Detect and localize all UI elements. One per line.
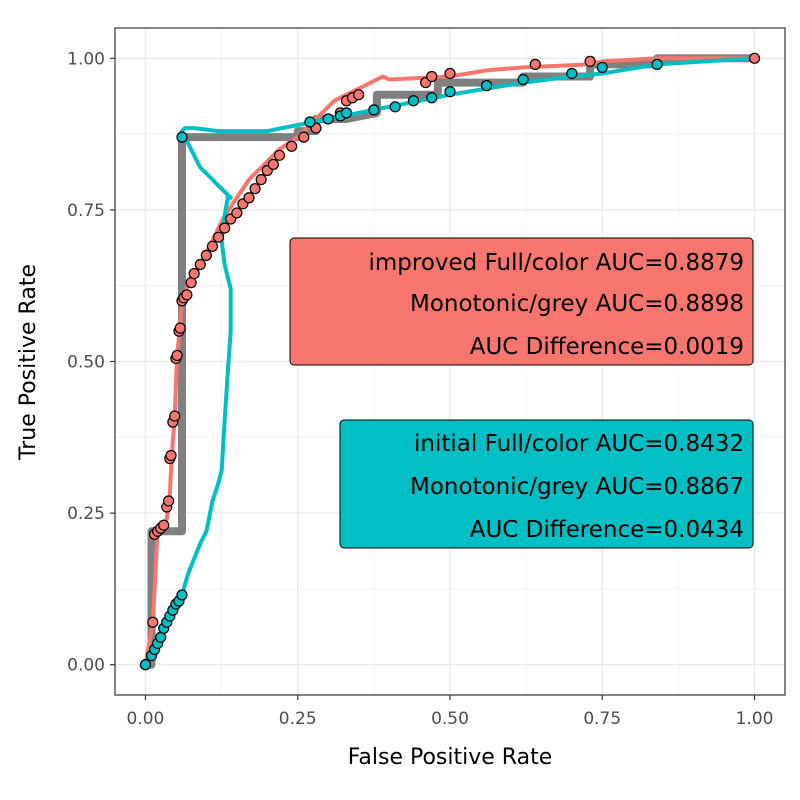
data-point-0 — [353, 89, 365, 101]
data-point-1 — [176, 131, 188, 143]
data-point-0 — [529, 58, 541, 70]
data-point-1 — [426, 92, 438, 104]
data-point-1 — [155, 631, 167, 643]
data-point-1 — [389, 101, 401, 113]
y-tick-label: 1.00 — [67, 49, 105, 69]
data-point-0 — [147, 616, 159, 628]
data-point-0 — [267, 158, 279, 171]
data-point-0 — [212, 231, 225, 243]
annotation-initial-box — [339, 419, 754, 549]
data-point-0 — [163, 495, 175, 507]
data-point-0 — [255, 173, 267, 186]
x-axis-ticks: 0.00 0.25 0.50 0.75 1.00 — [127, 695, 774, 729]
data-point-1 — [176, 589, 188, 601]
data-point-0 — [174, 322, 186, 334]
data-point-0 — [200, 249, 212, 261]
y-axis-ticks: 0.00 0.25 0.50 0.75 1.00 — [67, 49, 115, 676]
y-axis-title: True Positive Rate — [16, 264, 41, 461]
data-point-1 — [596, 61, 608, 74]
data-point-0 — [194, 258, 206, 271]
data-point-0 — [273, 149, 286, 161]
x-tick-label: 0.50 — [431, 709, 469, 729]
data-point-0 — [185, 277, 197, 289]
annotation-improved-line-1: improved Full/color AUC=0.8879 — [369, 250, 745, 276]
data-point-1 — [304, 116, 316, 128]
data-point-0 — [206, 240, 219, 252]
y-tick-label: 0.25 — [67, 504, 105, 524]
series-line-1 — [143, 56, 757, 667]
data-point-0 — [165, 449, 177, 462]
annotation-improved-box — [289, 237, 754, 366]
data-point-1 — [444, 86, 456, 98]
annotation-improved-line-2: Monotonic/grey AUC=0.8898 — [410, 291, 744, 317]
data-point-0 — [171, 349, 183, 362]
data-point-0 — [298, 131, 310, 143]
data-point-0 — [286, 140, 298, 152]
data-point-0 — [231, 207, 243, 219]
annotation-initial-line-3: AUC Difference=0.0434 — [470, 517, 744, 543]
y-tick-label: 0.00 — [67, 656, 105, 676]
data-point-0 — [249, 183, 261, 195]
data-point-1 — [139, 659, 152, 671]
data-point-0 — [584, 55, 596, 67]
data-point-0 — [181, 289, 193, 301]
data-point-0 — [188, 267, 200, 280]
annotation-improved: improved Full/color AUC=0.8879 Monotonic… — [289, 237, 754, 366]
data-points — [139, 52, 761, 671]
annotation-initial-line-2: Monotonic/grey AUC=0.8867 — [410, 474, 744, 500]
data-point-1 — [340, 107, 353, 119]
annotation-initial: initial Full/color AUC=0.8432 Monotonic/… — [339, 419, 754, 549]
data-point-0 — [444, 67, 456, 80]
data-point-1 — [566, 67, 578, 80]
x-tick-label: 0.25 — [279, 709, 317, 729]
data-point-1 — [368, 104, 380, 116]
data-point-0 — [219, 222, 231, 234]
x-axis-title: False Positive Rate — [348, 745, 552, 770]
data-point-0 — [426, 70, 438, 83]
data-point-0 — [158, 519, 170, 531]
data-point-1 — [322, 113, 334, 125]
x-tick-label: 0.75 — [583, 709, 621, 729]
data-point-1 — [480, 80, 493, 92]
x-tick-label: 0.00 — [127, 709, 165, 729]
data-point-0 — [243, 192, 255, 204]
data-point-1 — [651, 58, 663, 70]
annotation-improved-line-3: AUC Difference=0.0019 — [470, 334, 744, 360]
data-point-0 — [169, 410, 181, 422]
y-tick-label: 0.50 — [67, 353, 105, 373]
data-point-0 — [748, 52, 761, 64]
y-tick-label: 0.75 — [67, 201, 105, 221]
x-tick-label: 1.00 — [736, 709, 774, 729]
data-point-1 — [517, 73, 529, 86]
annotation-initial-line-1: initial Full/color AUC=0.8432 — [414, 431, 744, 457]
data-point-1 — [407, 95, 420, 107]
